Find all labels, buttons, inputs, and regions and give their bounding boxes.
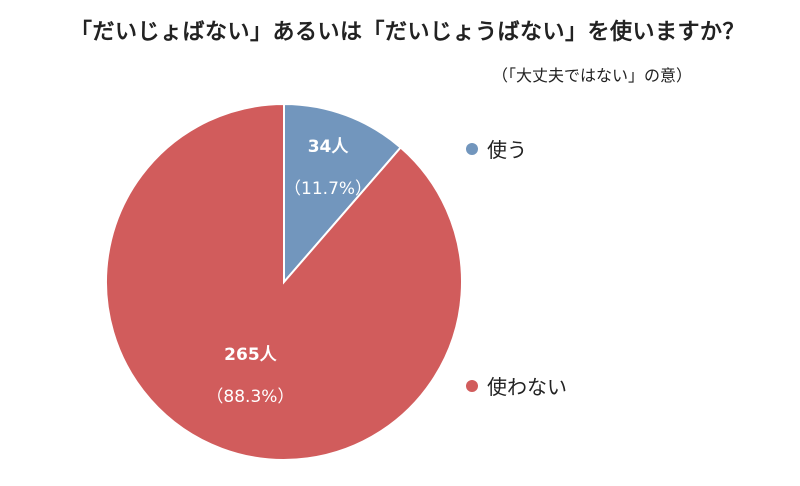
legend-swatch-use: [466, 142, 478, 155]
legend-item-use: 使う: [466, 134, 527, 163]
legend-label-not-use: 使わない: [487, 375, 567, 399]
slice-percent-label-not-use: （88.3%）: [206, 387, 294, 407]
slice-count-label-not-use: 265人: [224, 345, 277, 365]
pie-slice-not-use: [105, 102, 463, 461]
slice-count-label-use: 34人: [308, 137, 350, 157]
chart-subtitle: （「大丈夫ではない」の意）: [491, 66, 692, 85]
pie-slice-use: [283, 102, 403, 285]
chart-title: 「だいじょばない」あるいは「だいじょうばない」を使いますか？: [70, 20, 746, 45]
slice-percent-label-use: （11.7%）: [284, 179, 372, 199]
legend: 使う 使わない: [466, 0, 766, 486]
legend-label-use: 使う: [487, 138, 527, 162]
legend-item-not-use: 使わない: [466, 371, 567, 400]
legend-swatch-not-use: [466, 379, 478, 392]
